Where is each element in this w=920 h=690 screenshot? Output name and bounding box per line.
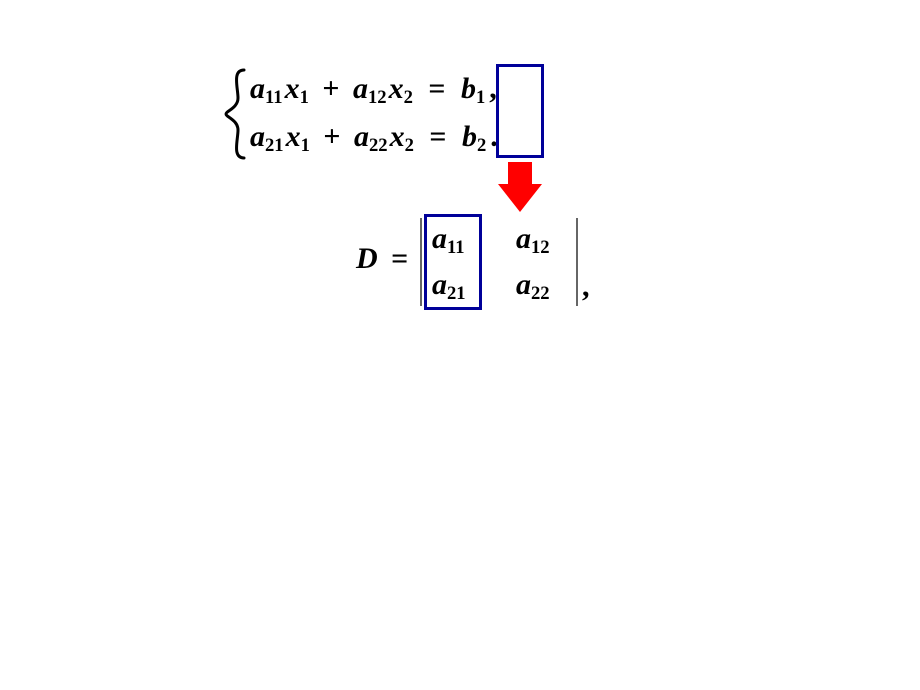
term-a22: a22 xyxy=(354,120,388,153)
det-col1-highlight-box xyxy=(424,214,482,310)
term-a11: a11 xyxy=(250,72,283,105)
det-trailing-comma: , xyxy=(582,270,590,304)
equation-row-2: a21x1 + a22x2 = b2. xyxy=(250,122,498,156)
det-a22: a22 xyxy=(516,268,550,305)
term-x2b: x2 xyxy=(390,120,414,153)
term-x1: x1 xyxy=(285,72,309,105)
det-bar-right xyxy=(576,218,578,306)
op-eq-1: = xyxy=(428,72,445,105)
op-plus-2: + xyxy=(323,120,340,153)
op-eq-2: = xyxy=(429,120,446,153)
det-label: D = xyxy=(356,242,414,276)
canvas: a11x1 + a12x2 = b1, a21x1 + a22x2 = b2. … xyxy=(0,0,920,690)
term-a21: a21 xyxy=(250,120,284,153)
term-x1b: x1 xyxy=(286,120,310,153)
op-plus-1: + xyxy=(322,72,339,105)
equation-row-1: a11x1 + a12x2 = b1, xyxy=(250,74,497,108)
det-a12: a12 xyxy=(516,222,550,259)
term-x2: x2 xyxy=(389,72,413,105)
rhs-highlight-box xyxy=(496,64,544,158)
term-b2: b2 xyxy=(462,120,486,153)
term-b1: b1 xyxy=(461,72,485,105)
left-brace-icon xyxy=(224,68,248,160)
det-bar-left xyxy=(420,218,422,306)
term-a12: a12 xyxy=(353,72,387,105)
down-arrow-icon xyxy=(498,162,542,212)
